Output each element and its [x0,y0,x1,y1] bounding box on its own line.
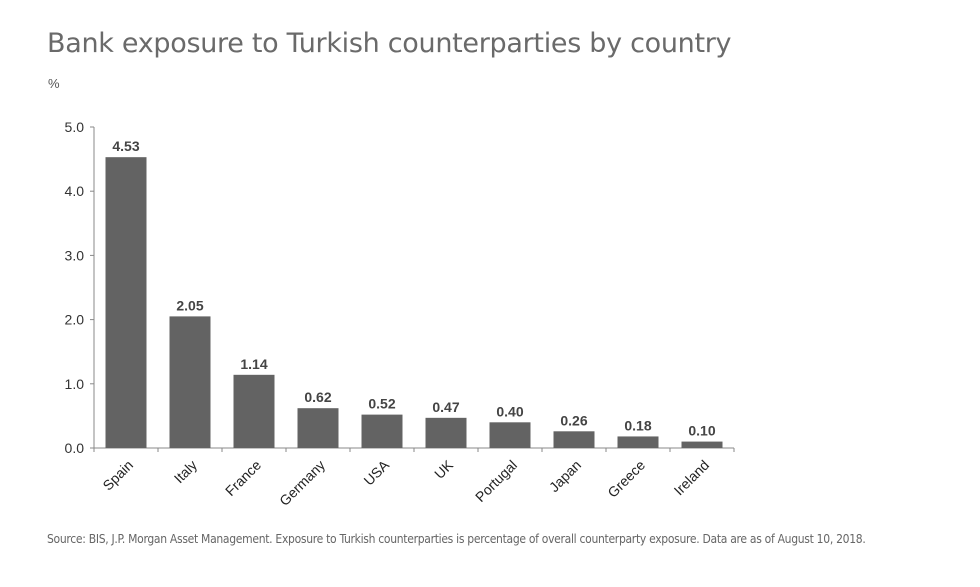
data-label: 1.14 [240,356,267,372]
x-tick-label: Germany [276,457,328,509]
y-tick-label: 0.0 [65,440,85,456]
bar-italy [169,316,211,448]
x-tick-label: Italy [171,457,200,486]
data-label: 0.40 [496,403,523,419]
y-tick-label: 5.0 [65,119,85,135]
bar-greece [617,436,659,448]
data-label: 0.52 [368,396,395,412]
x-tick-label: Greece [604,457,648,501]
data-label: 0.26 [560,412,587,428]
bar-usa [361,414,403,448]
x-tick-label: Spain [99,457,136,494]
data-label: 2.05 [176,297,203,313]
y-tick-label: 3.0 [65,247,85,263]
data-label: 0.10 [688,423,715,439]
bar-spain [105,157,147,448]
y-tick-label: 1.0 [65,376,85,392]
bar-france [233,374,275,448]
data-label: 0.18 [624,417,651,433]
data-label: 0.47 [432,399,459,415]
bar-ireland [681,441,723,448]
x-tick-label: USA [360,456,392,488]
data-label: 4.53 [112,138,139,154]
data-label: 0.62 [304,389,331,405]
x-tick-label: France [222,457,264,499]
x-tick-label: Japan [546,457,584,495]
bar-germany [297,408,339,448]
bar-uk [425,417,467,448]
chart-title: Bank exposure to Turkish counterparties … [47,28,732,59]
source-note: Source: BIS, J.P. Morgan Asset Managemen… [47,532,866,546]
y-axis-unit-label: % [48,76,60,91]
y-tick-label: 2.0 [65,312,85,328]
x-tick-label: UK [431,456,457,482]
bar-portugal [489,422,531,448]
y-tick-label: 4.0 [65,183,85,199]
bar-japan [553,431,595,448]
x-tick-label: Portugal [472,457,520,505]
x-tick-label: Ireland [671,457,713,499]
